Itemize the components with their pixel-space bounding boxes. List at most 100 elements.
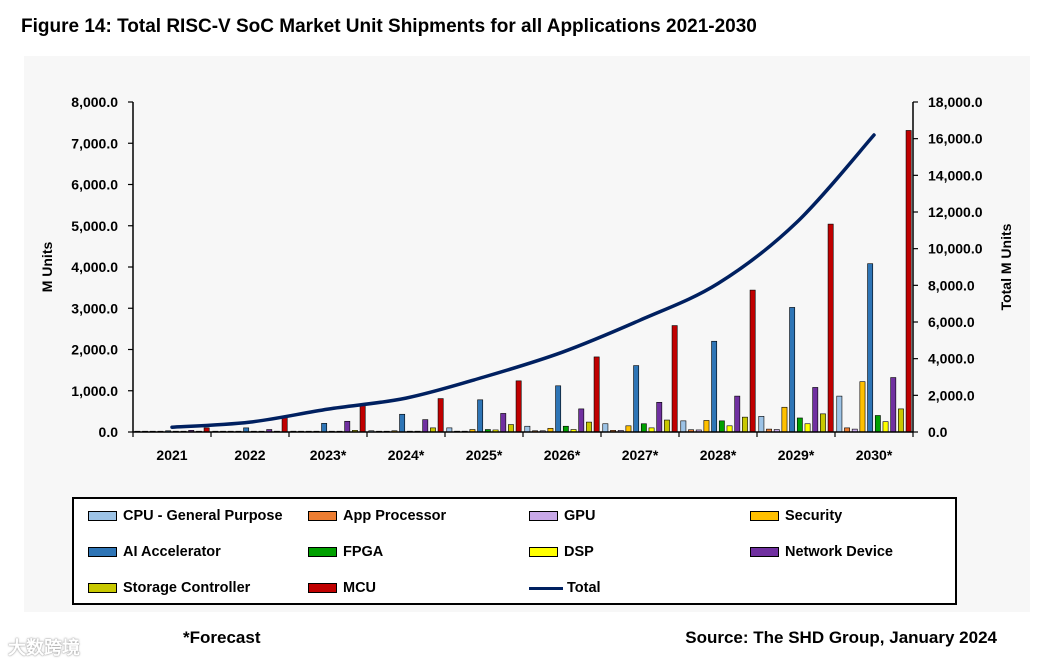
bar-mcu-2027 — [671, 325, 678, 433]
bar-storage-controller-2026 — [586, 421, 592, 433]
bar-ai-accelerator-2030 — [867, 263, 874, 433]
figure-title: Figure 14: Total RISC-V SoC Market Unit … — [21, 16, 757, 37]
bar-ai-accelerator-2027 — [633, 365, 640, 433]
legend-item-storage-controller: Storage Controller — [88, 580, 250, 596]
y2-tick-label: 6,000.0 — [928, 314, 975, 330]
legend-label-cpu: CPU - General Purpose — [123, 508, 283, 524]
legend-label-fpga: FPGA — [343, 544, 384, 560]
legend-label-total: Total — [567, 580, 601, 596]
y2-tick-label: 2,000.0 — [928, 387, 975, 403]
legend-item-app-processor: App Processor — [308, 508, 446, 524]
legend-swatch-app-processor — [308, 511, 337, 521]
bar-fpga-2029 — [796, 417, 803, 433]
y-tick-label: 5,000.0 — [71, 218, 118, 234]
bar-mcu-2025 — [515, 380, 522, 433]
bar-network-device-2026 — [578, 408, 585, 433]
legend-swatch-dsp — [529, 547, 558, 557]
y-tick-label: 1,000.0 — [71, 383, 118, 399]
legend-item-mcu: MCU — [308, 580, 376, 596]
legend-item-network-device: Network Device — [750, 544, 893, 560]
y2-tick-label: 8,000.0 — [928, 277, 975, 293]
bar-fpga-2028 — [718, 420, 725, 433]
legend-swatch-mcu — [308, 583, 337, 593]
bar-dsp-2028 — [726, 425, 733, 433]
bar-fpga-2026 — [562, 425, 569, 433]
bar-security-2027 — [625, 425, 632, 433]
bar-network-device-2030 — [890, 377, 897, 433]
y-tick-label: 6,000.0 — [71, 177, 118, 193]
legend-label-security: Security — [785, 508, 843, 524]
bar-cpu-general-purpose-2026 — [524, 425, 531, 433]
legend-label-mcu: MCU — [343, 580, 377, 596]
legend-swatch-gpu — [529, 511, 558, 521]
legend-label-app-processor: App Processor — [343, 508, 447, 524]
legend-swatch-fpga — [308, 547, 337, 557]
source-credit: Source: The SHD Group, January 2024 — [685, 628, 997, 647]
watermark-logo: 大数跨境 — [8, 638, 80, 658]
legend-label-storage-controller: Storage Controller — [123, 580, 251, 596]
plot-area — [134, 130, 912, 433]
bar-storage-controller-2027 — [664, 419, 670, 433]
bar-security-2029 — [781, 406, 788, 433]
x-tick-label: 2028* — [700, 447, 737, 463]
bar-dsp-2030 — [882, 421, 889, 433]
bar-ai-accelerator-2029 — [789, 307, 796, 433]
y-axis-label: M Units — [39, 242, 55, 293]
y2-tick-label: 12,000.0 — [928, 204, 983, 220]
x-tick-label: 2029* — [778, 447, 815, 463]
legend-label-gpu: GPU — [564, 508, 596, 524]
bar-ai-accelerator-2026 — [555, 385, 562, 433]
y2-tick-label: 18,000.0 — [928, 94, 983, 110]
legend-swatch-network-device — [750, 547, 779, 557]
y2-tick-label: 10,000.0 — [928, 241, 983, 257]
bar-cpu-general-purpose-2029 — [758, 416, 765, 433]
bar-ai-accelerator-2028 — [711, 340, 718, 433]
y2-tick-label: 16,000.0 — [928, 131, 983, 147]
legend-swatch-storage-controller — [88, 583, 117, 593]
y-tick-label: 2,000.0 — [71, 342, 118, 358]
bar-cpu-general-purpose-2027 — [602, 423, 609, 433]
legend-item-ai-accelerator: AI Accelerator — [88, 544, 221, 560]
legend-label-network-device: Network Device — [785, 544, 893, 560]
y-tick-label: 3,000.0 — [71, 300, 118, 316]
legend-swatch-total — [529, 586, 563, 590]
legend-item-gpu: GPU — [529, 508, 595, 524]
bar-network-device-2023 — [344, 420, 351, 433]
x-tick-label: 2026* — [544, 447, 581, 463]
bar-storage-controller-2028 — [742, 416, 748, 433]
y-tick-label: 8,000.0 — [71, 94, 118, 110]
footnote: *Forecast — [183, 628, 261, 647]
y-tick-label: 0.0 — [99, 424, 119, 440]
x-tick-label: 2030* — [856, 447, 893, 463]
x-tick-label: 2025* — [466, 447, 503, 463]
x-tick-label: 2022 — [234, 447, 265, 463]
bar-mcu-2028 — [749, 289, 756, 433]
x-tick-label: 2021 — [156, 447, 187, 463]
legend-swatch-ai-accelerator — [88, 547, 117, 557]
bar-cpu-general-purpose-2028 — [680, 420, 687, 433]
legend-swatch-security — [750, 511, 779, 521]
bar-ai-accelerator-2025 — [477, 399, 484, 433]
x-tick-label: 2023* — [310, 447, 347, 463]
bar-mcu-2023 — [359, 404, 366, 433]
bar-storage-controller-2030 — [898, 408, 904, 433]
bar-fpga-2027 — [640, 423, 647, 433]
y-tick-label: 7,000.0 — [71, 135, 118, 151]
bar-network-device-2024 — [422, 419, 429, 433]
bar-storage-controller-2025 — [508, 424, 514, 433]
bar-network-device-2027 — [656, 401, 663, 433]
total-line — [170, 133, 876, 429]
bar-security-2028 — [703, 420, 710, 433]
y2-tick-label: 14,000.0 — [928, 167, 983, 183]
legend-item-total: Total — [529, 580, 601, 596]
legend-swatch-cpu — [88, 511, 117, 521]
legend-label-ai-accelerator: AI Accelerator — [123, 544, 221, 560]
legend-item-cpu: CPU - General Purpose — [88, 508, 283, 524]
x-tick-label: 2024* — [388, 447, 425, 463]
bar-ai-accelerator-2023 — [321, 423, 328, 433]
bar-security-2030 — [859, 381, 866, 433]
bar-storage-controller-2029 — [820, 413, 826, 433]
legend-item-security: Security — [750, 508, 842, 524]
bar-mcu-2029 — [827, 223, 834, 433]
